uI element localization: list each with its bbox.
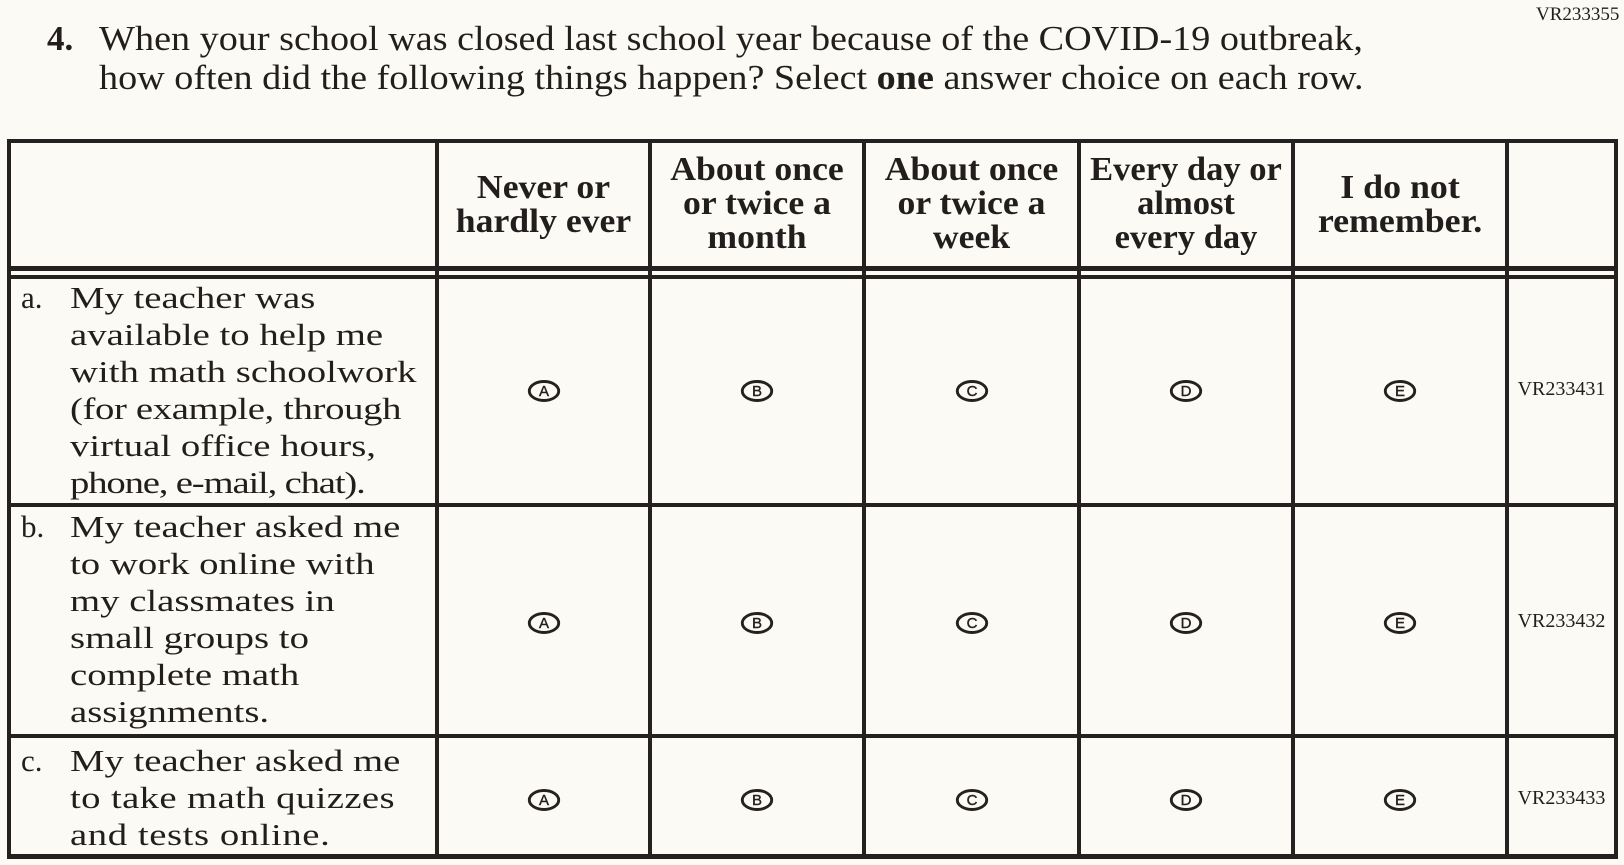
svg-text:C: C xyxy=(966,615,977,632)
svg-text:D: D xyxy=(1181,615,1192,632)
svg-text:B: B xyxy=(752,792,762,809)
svg-text:D: D xyxy=(1181,383,1192,400)
svg-text:E: E xyxy=(1395,383,1405,400)
svg-text:E: E xyxy=(1395,615,1405,632)
svg-text:B: B xyxy=(752,615,762,632)
svg-text:B: B xyxy=(752,383,762,400)
svg-text:E: E xyxy=(1395,792,1405,809)
svg-text:C: C xyxy=(966,792,977,809)
svg-text:C: C xyxy=(966,383,977,400)
svg-text:A: A xyxy=(538,383,548,400)
svg-text:D: D xyxy=(1181,792,1192,809)
svg-text:A: A xyxy=(538,615,548,632)
svg-text:A: A xyxy=(538,792,548,809)
